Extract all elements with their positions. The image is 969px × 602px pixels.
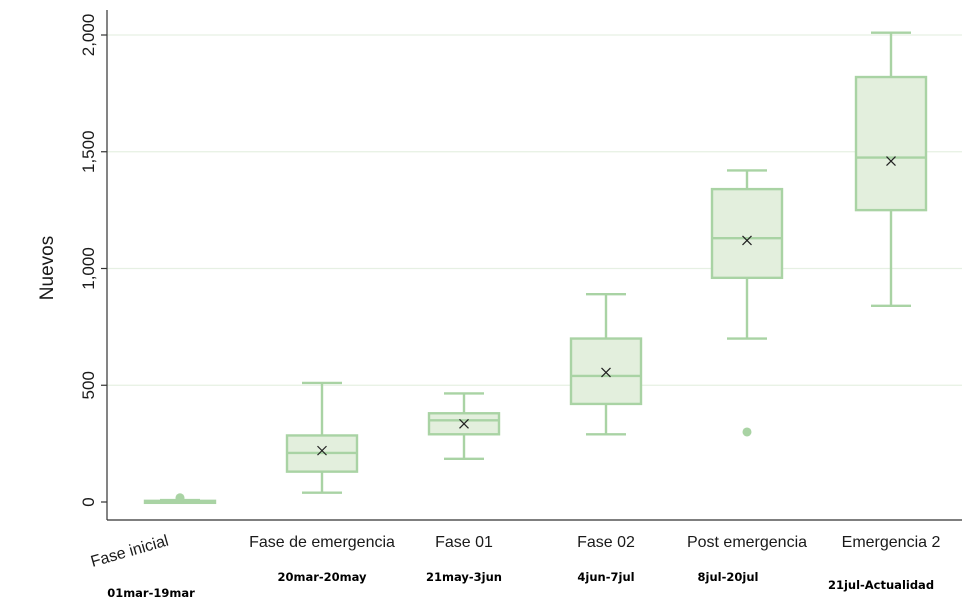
iqr-box (856, 77, 926, 210)
x-category-label: Fase 01 (435, 534, 493, 551)
x-category-label: Fase de emergencia (249, 534, 395, 551)
x-date-label: 21may-3jun (426, 570, 502, 584)
y-ticks: 0 500 1,000 1,500 2,000 (79, 14, 107, 507)
x-date-label: 8jul-20jul (698, 570, 759, 584)
x-category-label: Fase 02 (577, 534, 635, 551)
axes (107, 10, 962, 520)
outlier-point (743, 427, 752, 436)
box-group (429, 393, 499, 458)
box-group (571, 294, 641, 434)
x-date-label: 01mar-19mar (107, 586, 195, 600)
x-date-label: 4jun-7jul (577, 570, 634, 584)
x-category-label: Post emergencia (687, 534, 807, 551)
y-axis-title: Nuevos (37, 236, 58, 300)
grid-lines (107, 35, 962, 385)
iqr-box (571, 339, 641, 404)
x-category-labels: Fase inicial 01mar-19mar Fase de emergenci… (89, 532, 941, 600)
outlier-point (176, 493, 185, 502)
box-group (856, 33, 926, 306)
y-tick-label: 0 (79, 497, 98, 506)
x-category-label: Fase inicial (89, 532, 171, 570)
y-tick-label: 1,500 (79, 130, 98, 173)
iqr-box (712, 189, 782, 278)
y-tick-label: 500 (79, 371, 98, 399)
box-group (145, 493, 215, 503)
y-tick-label: 2,000 (79, 14, 98, 57)
box-group (287, 383, 357, 493)
box-group (712, 170, 782, 436)
x-date-label: 20mar-20may (277, 570, 367, 584)
x-date-label: 21jul-Actualidad (828, 578, 934, 592)
x-category-label: Emergencia 2 (842, 534, 941, 551)
y-tick-label: 1,000 (79, 247, 98, 290)
